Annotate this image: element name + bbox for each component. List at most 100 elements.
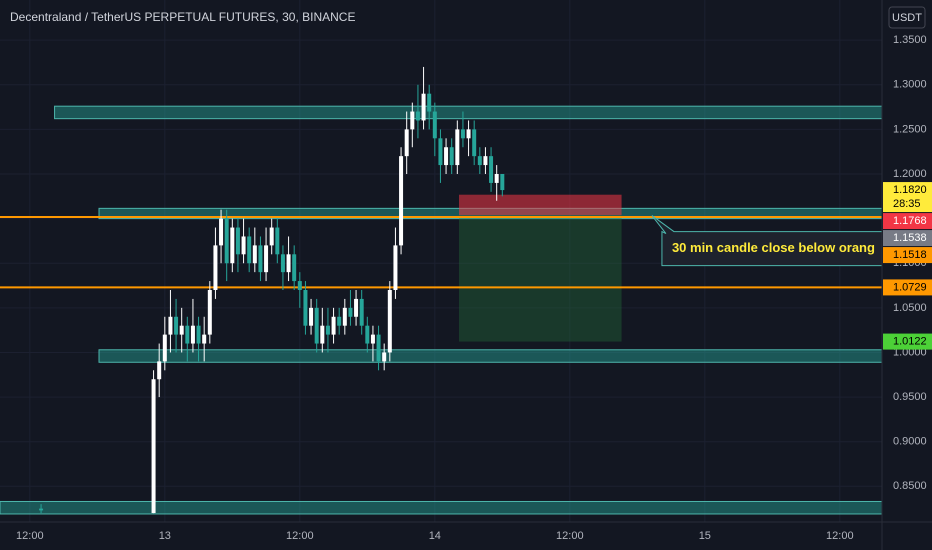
x-tick-label: 12:00 (556, 530, 584, 542)
candle-body (264, 245, 269, 273)
candle-body (286, 254, 291, 273)
zone (0, 500, 882, 515)
price-label: 1.1768 (893, 215, 927, 227)
price-label-box (883, 279, 932, 296)
candle-body (157, 361, 162, 380)
x-tick-label: 12:00 (826, 530, 854, 542)
candle-body (207, 290, 212, 335)
candle-body (331, 316, 336, 335)
y-tick-label: 1.3500 (893, 34, 927, 46)
candle-body (151, 379, 156, 514)
candle-body (370, 334, 375, 344)
candle-body (393, 245, 398, 290)
candle-body (415, 111, 420, 121)
candle-body (472, 129, 477, 157)
price-label-box (883, 247, 932, 264)
candle-body (342, 307, 347, 326)
candle-body (500, 174, 505, 191)
candle-body (494, 174, 499, 183)
candle-body (39, 508, 44, 511)
y-tick-label: 0.9000 (893, 436, 927, 448)
x-tick-label: 12:00 (286, 530, 314, 542)
y-tick-label: 0.8500 (893, 480, 927, 492)
candle-body (477, 156, 482, 166)
candle-body (449, 147, 454, 166)
candle-body (314, 307, 319, 344)
candle-body (483, 156, 488, 166)
candle-body (224, 218, 229, 264)
candle-body (174, 316, 179, 335)
x-tick-label: 13 (159, 530, 171, 542)
x-tick-label: 15 (699, 530, 711, 542)
candle-body (309, 307, 314, 326)
candle-body (359, 298, 364, 326)
currency-label[interactable]: USDT (892, 12, 922, 24)
candle-body (213, 245, 218, 290)
candle-body (354, 298, 359, 317)
candle-body (202, 334, 207, 344)
price-label: 1.1518 (893, 249, 927, 261)
candle-body (382, 352, 387, 362)
candle-body (466, 129, 471, 139)
candle-body (219, 218, 224, 246)
candle-body (168, 316, 173, 335)
currency-button[interactable] (888, 6, 926, 29)
candle-body (275, 227, 280, 255)
candle-body (399, 156, 404, 246)
candle-body (247, 236, 252, 264)
candle-body (235, 227, 240, 255)
annotation-callout (651, 215, 882, 267)
candle-body (258, 245, 263, 273)
candle-body (365, 325, 370, 344)
candle-body (297, 281, 302, 290)
price-label-box (883, 230, 932, 247)
candle-body (376, 334, 381, 362)
candle-body (427, 93, 432, 112)
candle-body (455, 129, 460, 166)
candle-body (421, 93, 426, 121)
candle-body (269, 227, 274, 246)
candle-body (196, 325, 201, 344)
candle-body (432, 111, 437, 139)
target-zone (459, 215, 622, 342)
zone (98, 349, 882, 363)
zone (54, 105, 882, 120)
x-tick-label: 14 (429, 530, 441, 542)
x-tick-label: 12:00 (16, 530, 44, 542)
candle-body (460, 129, 465, 139)
y-tick-label: 1.2500 (893, 123, 927, 135)
candle-body (410, 111, 415, 130)
y-tick-label: 1.3000 (893, 79, 927, 91)
candle-body (489, 156, 494, 183)
candle-body (320, 325, 325, 344)
price-label: 1.1538 (893, 232, 927, 244)
candle-body (179, 325, 184, 335)
plot-area: 30 min candle close below orang (0, 0, 882, 522)
y-tick-label: 1.2000 (893, 168, 927, 180)
y-tick-label: 0.9500 (893, 391, 927, 403)
candle-body (230, 227, 235, 264)
candle-body (444, 147, 449, 166)
price-label-box (883, 182, 932, 213)
price-label: 1.0729 (893, 281, 927, 293)
chart-title: Decentraland / TetherUS PERPETUAL FUTURE… (10, 10, 355, 24)
candle-body (280, 254, 285, 273)
candle-body (337, 316, 342, 326)
candle-body (190, 325, 195, 344)
candle-body (241, 236, 246, 255)
stop-zone (459, 194, 622, 216)
annotation-text: 30 min candle close below orang (672, 240, 875, 255)
candle-body (162, 334, 167, 362)
candle-body (303, 290, 308, 326)
candle-body (438, 138, 443, 166)
candle-body (404, 129, 409, 157)
price-label-box (883, 213, 932, 230)
candle-body (325, 325, 330, 335)
candle-body (387, 290, 392, 353)
countdown: 28:35 (893, 198, 921, 210)
candle-body (252, 245, 257, 264)
candle-body (185, 325, 190, 344)
candle-body (292, 254, 297, 282)
y-tick-label: 1.0500 (893, 302, 927, 314)
